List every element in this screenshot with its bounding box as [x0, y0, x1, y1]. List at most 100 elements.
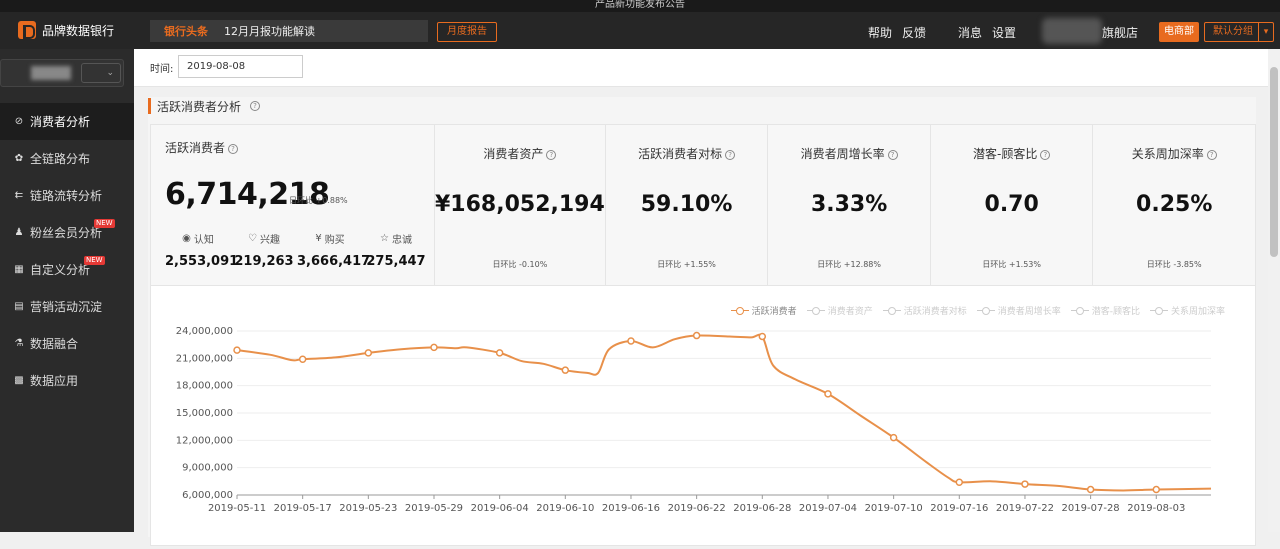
sub-metric-value: 275,447 — [366, 254, 426, 269]
sidebar-item-fans-member-analysis[interactable]: ♟ 粉丝会员分析 NEW — [0, 214, 134, 251]
metric-title: 活跃消费者对标? — [606, 145, 768, 162]
nav-settings-link[interactable]: 设置 — [992, 26, 1017, 40]
shop-name[interactable]: 旗舰店 — [1102, 26, 1139, 40]
ecommerce-dept-button[interactable]: 电商部 — [1159, 22, 1199, 42]
date-picker-input[interactable]: 2019-08-08 — [178, 55, 303, 78]
metric-value: 3.33% — [810, 192, 888, 217]
chevron-down-icon[interactable]: ⌄ — [81, 63, 121, 83]
help-icon[interactable]: ? — [1206, 149, 1217, 160]
metric-value: 0.25% — [1136, 192, 1213, 217]
sidebar-item-label: 全链路分布 — [30, 152, 91, 166]
metric-title: 消费者周增长率? — [768, 145, 930, 162]
sidebar-item-link-flow-analysis[interactable]: ⇇ 链路流转分析 — [0, 177, 134, 214]
sub-metric-label: 兴趣 — [259, 235, 280, 246]
sidebar-item-label: 自定义分析 — [30, 263, 91, 277]
metric-value: ¥168,052,194 — [435, 192, 605, 217]
sidebar-item-data-application[interactable]: ▩ 数据应用 — [0, 362, 134, 399]
monthly-report-button[interactable]: 月度报告 — [437, 22, 497, 42]
nav-help-link[interactable]: 帮助 — [868, 26, 893, 40]
x-tick-label: 2019-05-17 — [274, 503, 332, 514]
app-name: 品牌数据银行 — [42, 23, 115, 38]
sidebar-item-custom-analysis[interactable]: ▦ 自定义分析 NEW — [0, 251, 134, 288]
redacted-shop-name — [1042, 18, 1102, 44]
legend-label: 活跃消费者 — [751, 307, 797, 317]
y-tick-label: 24,000,000 — [176, 326, 233, 337]
weekly-growth-card[interactable]: 消费者周增长率? 3.33% 日环比 +12.88% — [768, 125, 931, 285]
news-tag: 银行头条 — [164, 25, 208, 38]
campaign-icon: ▤ — [14, 300, 24, 312]
fans-icon: ♟ — [14, 226, 24, 238]
metric-title: 关系周加深率? — [1093, 145, 1255, 162]
x-tick-label: 2019-07-04 — [799, 503, 857, 514]
filter-bar: 时间: 2019-08-08 — [134, 49, 1268, 87]
nav-feedback-link[interactable]: 反馈 — [902, 26, 927, 40]
legend-item[interactable]: 关系周加深率 — [1149, 304, 1225, 317]
prospect-customer-ratio-card[interactable]: 潜客-顾客比? 0.70 日环比 +1.53% — [930, 125, 1094, 285]
help-icon[interactable]: ? — [250, 101, 261, 111]
benchmark-card[interactable]: 活跃消费者对标? 59.10% 日环比 +1.55% — [605, 125, 769, 285]
chart-legend: 活跃消费者 消费者资产 活跃消费者对标 消费者周增长率 潜客-顾客比 关系周加深率 — [730, 304, 1225, 317]
x-tick-label: 2019-06-16 — [602, 503, 660, 514]
compass-icon: ⊘ — [14, 115, 24, 127]
nav-spacer — [936, 24, 948, 41]
sidebar-item-label: 消费者分析 — [30, 115, 91, 129]
help-icon[interactable]: ? — [1040, 149, 1051, 160]
sidebar-item-label: 数据应用 — [30, 374, 79, 388]
nav-messages-link[interactable]: 消息 — [958, 26, 983, 40]
relationship-deepen-card[interactable]: 关系周加深率? 0.25% 日环比 -3.85% — [1093, 125, 1255, 285]
sidebar-item-consumer-analysis[interactable]: ⊘ 消费者分析 — [0, 103, 134, 140]
chevron-down-icon[interactable]: ▾ — [1258, 23, 1273, 41]
legend-marker-icon — [976, 306, 995, 315]
star-icon: ☆ — [380, 233, 389, 244]
redacted-shop — [31, 66, 71, 80]
help-icon[interactable]: ? — [887, 149, 898, 160]
announcement-bar[interactable]: 产品新功能发布公告 — [0, 0, 1280, 12]
active-consumer-card[interactable]: 活跃消费者? 6,714,218 日环比 +0.88% ◉ 认知 2,553,09… — [151, 125, 435, 285]
legend-item[interactable]: 活跃消费者对标 — [882, 304, 967, 317]
legend-item[interactable]: 潜客-顾客比 — [1070, 304, 1140, 317]
data-point — [627, 337, 635, 345]
help-icon[interactable]: ? — [228, 143, 239, 154]
shop-selector[interactable]: ⌄ — [0, 59, 124, 87]
help-icon[interactable]: ? — [725, 149, 736, 160]
metric-title: 消费者资产? — [435, 145, 605, 162]
sidebar-item-full-link-distribution[interactable]: ✿ 全链路分布 — [0, 140, 134, 177]
announcement-text[interactable]: 产品新功能发布公告 — [595, 0, 685, 10]
scrollbar-thumb[interactable] — [1270, 67, 1278, 257]
sidebar-item-campaign[interactable]: ▤ 营销活动沉淀 — [0, 288, 134, 325]
app-logo[interactable]: 品牌数据银行 — [18, 21, 114, 39]
x-tick-label: 2019-06-04 — [471, 503, 529, 514]
legend-marker-icon — [1070, 306, 1089, 315]
legend-item[interactable]: 活跃消费者 — [730, 304, 797, 317]
group-select[interactable]: 默认分组 ▾ — [1204, 22, 1274, 42]
top-navbar: 品牌数据银行 银行头条 12月月报功能解读 月度报告 帮助 反馈 消息 设置 旗… — [0, 12, 1280, 49]
data-point — [692, 331, 701, 340]
data-point — [561, 366, 570, 374]
metric-title: 潜客-顾客比? — [931, 145, 1093, 162]
data-point — [298, 355, 307, 363]
title-accent-bar — [148, 98, 151, 114]
flow-icon: ⇇ — [14, 189, 24, 201]
x-tick-label: 2019-07-22 — [996, 503, 1054, 514]
y-tick-label: 9,000,000 — [182, 463, 233, 474]
consumer-assets-card[interactable]: 消费者资产? ¥168,052,194 日环比 -0.10% — [435, 125, 606, 285]
help-icon[interactable]: ? — [546, 149, 557, 160]
news-headline[interactable]: 12月月报功能解读 — [224, 25, 315, 38]
legend-item[interactable]: 消费者周增长率 — [976, 304, 1061, 317]
x-tick-label: 2019-05-29 — [405, 503, 463, 514]
data-point — [889, 433, 898, 442]
circle-dot-icon: ✿ — [14, 152, 24, 164]
heart-icon: ♡ — [248, 233, 257, 244]
sub-metric-label: 忠诚 — [391, 235, 412, 246]
x-tick-label: 2019-05-23 — [339, 503, 397, 514]
sidebar-item-label: 链路流转分析 — [30, 189, 103, 203]
news-ticker[interactable]: 银行头条 12月月报功能解读 — [150, 20, 428, 42]
data-point — [364, 349, 373, 357]
legend-item[interactable]: 消费者资产 — [806, 304, 873, 317]
sidebar: ⌄ ⊘ 消费者分析 ✿ 全链路分布 ⇇ 链路流转分析 ♟ 粉丝会员分析 NEW … — [0, 49, 134, 532]
page-scrollbar[interactable] — [1268, 49, 1280, 532]
sidebar-item-data-fusion[interactable]: ⚗ 数据融合 — [0, 325, 134, 362]
sub-metric-value: 3,666,417 — [297, 254, 371, 269]
sidebar-item-label: 营销活动沉淀 — [30, 300, 103, 314]
sub-metric-label: 认知 — [193, 235, 214, 246]
